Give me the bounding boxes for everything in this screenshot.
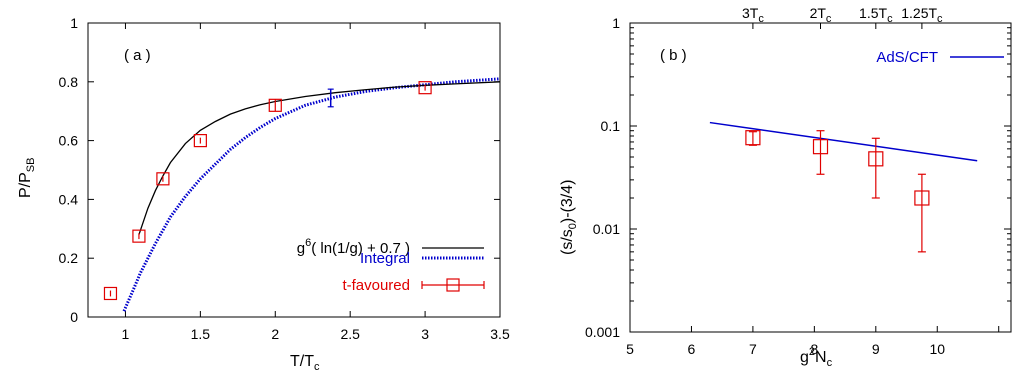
integral-curve	[122, 77, 501, 312]
adscft-line	[709, 121, 978, 162]
y-tick-label: 0.8	[59, 74, 79, 90]
x-tick-label: 3.5	[490, 326, 510, 342]
panel-a-legend: g6( ln(1/g) + 0.7 ) Integral t-favoured	[297, 237, 485, 294]
panel-a-x-axis-title: T/Tc	[290, 353, 320, 373]
x-tick-label: 1.5	[191, 326, 211, 342]
panel-b-top-ticks: 3Tc 2Tc 1.5Tc 1.25Tc	[742, 5, 943, 29]
panel-a-label: ( a )	[124, 47, 151, 64]
y-tick-label: 0.6	[59, 133, 79, 149]
panel-a-series	[103, 77, 501, 312]
y-tick-label: 0.01	[593, 221, 620, 237]
legend-tfav-marker	[421, 278, 485, 292]
panel-a: 1 1.5 2 2.5 3 3.5 0 0.2 0.4 0.6 0.8 1 ( a ) T/Tc P…	[17, 15, 510, 373]
y-tick-label: 1	[70, 15, 78, 31]
top-tick-label: 1.5Tc	[859, 5, 893, 25]
panel-b-x-ticks: 5 6 7 8 9 10	[626, 326, 1000, 357]
data-point	[812, 139, 829, 155]
data-point	[745, 130, 761, 146]
top-tick-label: 1.25Tc	[901, 5, 943, 25]
legend-tfav-label: t-favoured	[342, 277, 410, 294]
y-tick-label: 1	[612, 15, 620, 31]
g6-curve	[138, 81, 501, 235]
tfav-point	[156, 172, 170, 186]
legend-adscft-label: AdS/CFT	[876, 49, 938, 66]
y-tick-label: 0.001	[585, 324, 620, 340]
x-tick-label: 6	[688, 341, 696, 357]
panel-a-x-ticks: 1 1.5 2 2.5 3 3.5	[122, 23, 510, 342]
panel-a-y-axis-title: P/PSB	[17, 158, 37, 198]
x-tick-label: 9	[872, 341, 880, 357]
x-tick-label: 10	[929, 341, 945, 357]
panel-a-y-ticks: 0 0.2 0.4 0.6 0.8 1	[59, 15, 500, 325]
x-tick-label: 1	[122, 326, 130, 342]
x-tick-label: 7	[749, 341, 757, 357]
y-tick-label: 0.4	[59, 191, 79, 207]
tfav-point	[418, 81, 432, 95]
tfav-point	[103, 286, 118, 301]
y-tick-label: 0.1	[601, 118, 621, 134]
data-point	[868, 151, 884, 167]
panel-a-frame	[87, 22, 501, 318]
panel-b-x-axis-title: g2Nc	[800, 346, 833, 369]
panel-b-label: ( b )	[660, 47, 687, 64]
legend-integral-label: Integral	[360, 250, 410, 267]
y-tick-label: 0	[70, 309, 78, 325]
x-tick-label: 2	[271, 326, 279, 342]
top-tick-label: 2Tc	[810, 5, 832, 25]
panel-b-y-axis-title: (s/s0)-(3/4)	[559, 180, 579, 255]
tfav-point	[193, 134, 207, 148]
y-tick-label: 0.2	[59, 250, 79, 266]
x-tick-label: 2.5	[340, 326, 360, 342]
x-tick-label: 3	[421, 326, 429, 342]
panel-b-y-ticks: 0.001 0.01 0.1 1	[585, 15, 1011, 340]
tfav-point	[268, 98, 282, 112]
panel-b-series	[709, 121, 978, 253]
panel-b-legend: AdS/CFT	[876, 49, 1004, 66]
x-tick-label: 8	[810, 341, 818, 357]
panel-b-frame	[629, 22, 1012, 333]
tfav-point	[132, 229, 146, 243]
legend-g6-label: g6( ln(1/g) + 0.7 )	[297, 237, 410, 257]
top-tick-label: 3Tc	[742, 5, 764, 25]
x-tick-label: 5	[626, 341, 634, 357]
data-point	[914, 190, 930, 206]
